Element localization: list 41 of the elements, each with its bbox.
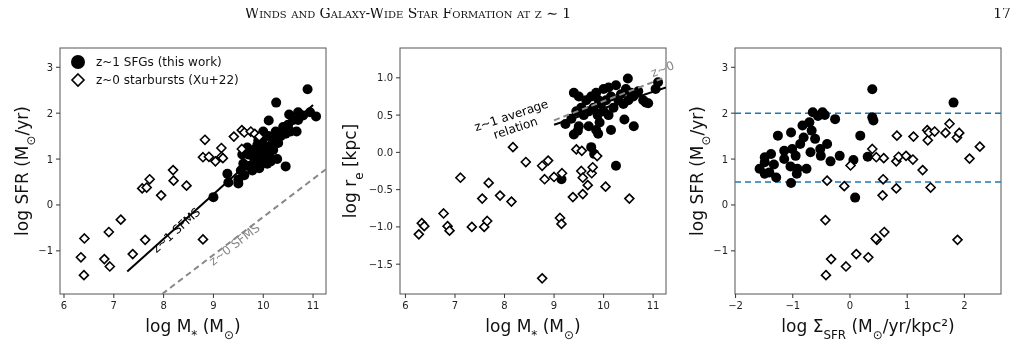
y-tick-label: 1 [721,153,728,165]
x-tick-label: 7 [451,300,459,311]
x-tick-label: 9 [210,300,217,311]
x-tick-label: 7 [110,300,117,311]
x-tick-label: 6 [402,300,409,311]
y-tick-label: −1 [38,245,53,257]
text: 17 [993,5,1011,21]
x-tick-label: 11 [306,300,320,311]
x-tick-label: 1 [904,300,911,311]
x-tick-label: 0 [846,300,854,311]
x-axis-title: log M$_{*}$ (M$_{⊙}$) [485,316,581,342]
y-tick-label: −1.5 [368,258,393,270]
x-tick-label: 10 [597,300,610,311]
x-tick-label: 6 [60,300,68,311]
y-tick-label: 2 [721,107,728,119]
x-tick-label: 8 [160,300,167,311]
y-tick-label: 3 [46,61,53,73]
y-tick-label: 0 [46,199,53,211]
x-tick-label: 11 [646,300,660,311]
x-tick-label: 2 [961,300,968,311]
x-axis-title: log M$_{*}$ (M$_{⊙}$) [145,316,241,342]
x-axis-title: log Σ$_{SFR}$ (M$_{⊙}$/yr/kpc²) [781,316,955,342]
y-tick-label: −1 [713,245,728,257]
y-tick-label: −1.0 [368,221,393,233]
x-tick-label: −1 [785,300,801,311]
y-tick-label: 0.5 [377,109,393,121]
x-tick-label: 8 [501,300,508,311]
y-tick-label: 0 [721,199,728,211]
x-tick-label: 10 [256,300,270,311]
text: Winds and Galaxy-Wide Star Formation at z ∼ 1 [244,5,572,21]
annotation: z~0 [648,58,677,80]
y-tick-label: 0.0 [377,146,393,158]
y-tick-label: 3 [721,61,728,73]
legend-label: z~1 SFGs (this work) [96,55,222,70]
x-tick-label: −2 [728,300,743,311]
y-tick-label: 1.0 [377,72,393,84]
x-tick-label: 9 [550,300,558,311]
y-tick-label: 1 [46,153,53,165]
y-tick-label: 2 [46,107,53,119]
legend-label: z~0 starbursts (Xu+22) [96,73,239,88]
y-tick-label: −0.5 [368,184,393,196]
